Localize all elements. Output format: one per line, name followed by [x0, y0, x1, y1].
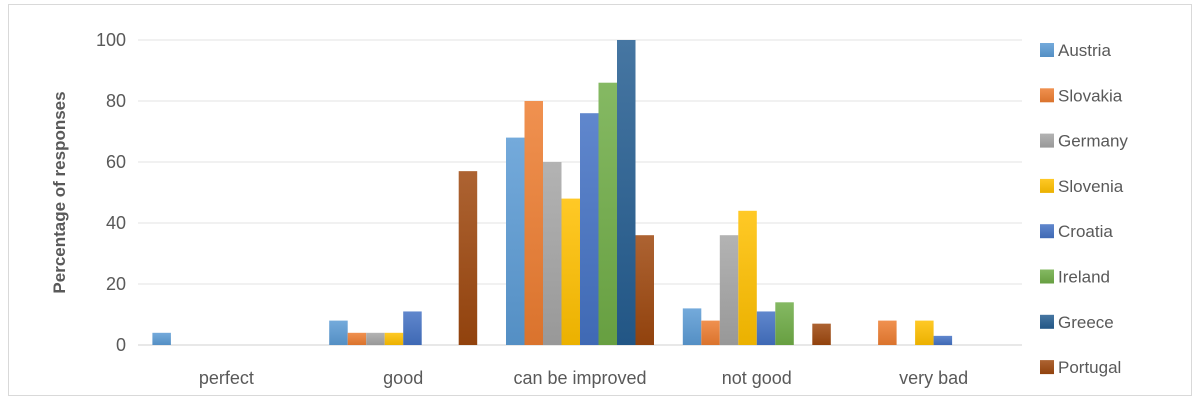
bar-austria-good [329, 320, 348, 345]
y-tick-label: 40 [106, 213, 126, 233]
x-tick-label: not good [722, 368, 792, 388]
y-tick-label: 60 [106, 152, 126, 172]
legend-label-germany: Germany [1058, 132, 1128, 151]
bar-slovenia-not-good [738, 210, 757, 345]
bar-slovakia-very-bad [878, 320, 897, 345]
legend-label-austria: Austria [1058, 41, 1111, 60]
bar-germany-not-good [719, 235, 739, 345]
bar-austria-can-be-improved [506, 137, 525, 345]
legend-swatch-austria [1040, 43, 1054, 57]
legend-swatch-germany [1040, 133, 1054, 148]
bar-slovakia-not-good [701, 320, 720, 345]
bar-ireland-not-good [775, 302, 794, 345]
bar-slovenia-can-be-improved [561, 198, 580, 345]
bar-germany-can-be-improved [543, 162, 562, 345]
bar-portugal-can-be-improved [635, 235, 654, 345]
bar-austria-perfect [152, 332, 171, 345]
bar-croatia-good [403, 311, 422, 345]
bar-slovakia-can-be-improved [524, 101, 543, 345]
chart-frame [8, 4, 1192, 396]
legend-label-portugal: Portugal [1058, 358, 1121, 377]
bar-germany-good [366, 332, 385, 345]
legend: Austria Slovakia Germany Slovenia Croatia Ire… [1040, 41, 1128, 377]
bar-slovenia-good [384, 332, 404, 345]
y-tick-label: 100 [96, 30, 126, 50]
y-tick-label: 20 [106, 274, 126, 294]
gridlines [138, 39, 1022, 346]
bar-croatia-can-be-improved [580, 113, 599, 345]
legend-swatch-ireland [1040, 269, 1054, 284]
legend-label-greece: Greece [1058, 313, 1114, 332]
bar-croatia-very-bad [933, 335, 953, 345]
legend-label-ireland: Ireland [1058, 268, 1110, 287]
y-axis-ticks: 0 20 40 60 80 100 [96, 30, 126, 355]
legend-label-slovenia: Slovenia [1058, 177, 1124, 196]
x-tick-label: very bad [899, 368, 968, 388]
x-tick-label: perfect [199, 368, 254, 388]
y-tick-label: 0 [116, 335, 126, 355]
legend-label-croatia: Croatia [1058, 222, 1113, 241]
legend-swatch-croatia [1040, 224, 1054, 239]
bar-ireland-can-be-improved [598, 82, 617, 345]
bar-austria-not-good [682, 308, 702, 345]
legend-swatch-greece [1040, 314, 1054, 329]
y-tick-label: 80 [106, 91, 126, 111]
legend-swatch-portugal [1040, 360, 1054, 375]
x-tick-label: good [383, 368, 423, 388]
bar-portugal-good [458, 171, 478, 345]
bar-portugal-not-good [812, 323, 831, 345]
bar-greece-can-be-improved [617, 40, 636, 345]
bars [152, 40, 953, 345]
legend-label-slovakia: Slovakia [1058, 86, 1123, 105]
legend-swatch-slovenia [1040, 178, 1054, 193]
x-tick-label: can be improved [513, 368, 646, 388]
legend-swatch-slovakia [1040, 88, 1054, 103]
y-axis-label: Percentage of responses [50, 91, 69, 293]
bar-slovakia-good [347, 332, 367, 345]
bar-slovenia-very-bad [915, 320, 934, 345]
x-axis-ticks: perfect good can be improved not good very b… [199, 368, 968, 388]
bar-croatia-not-good [756, 311, 776, 345]
